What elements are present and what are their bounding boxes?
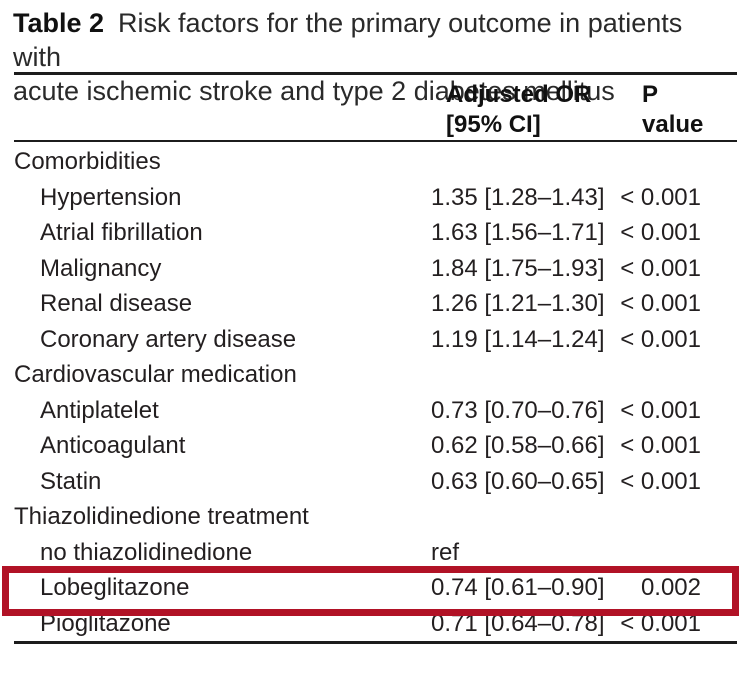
table-row-hypertension: Hypertension 1.35 [1.28–1.43] < 0.001 <box>0 180 743 216</box>
table-row-atrial-fibrillation: Atrial fibrillation 1.63 [1.56–1.71] < 0… <box>0 215 743 251</box>
section-header-cardiovascular-medication: Cardiovascular medication <box>0 357 743 393</box>
row-p-value: < 0.001 <box>620 219 701 246</box>
table-row-renal-disease: Renal disease 1.26 [1.21–1.30] < 0.001 <box>0 286 743 322</box>
table-row-anticoagulant: Anticoagulant 0.62 [0.58–0.66] < 0.001 <box>0 428 743 464</box>
table-row-coronary-artery-disease: Coronary artery disease 1.19 [1.14–1.24]… <box>0 322 743 358</box>
row-p-value: < 0.001 <box>620 609 701 637</box>
row-label: Hypertension <box>40 183 182 211</box>
table-caption: Table 2 Risk factors for the primary outc… <box>13 6 731 108</box>
row-adjusted-or: 0.71 [0.64–0.78] <box>431 609 605 637</box>
table-row-antiplatelet: Antiplatelet 0.73 [0.70–0.76] < 0.001 <box>0 393 743 429</box>
row-label: no thiazolidinedione <box>40 538 253 566</box>
table-row-lobeglitazone: Lobeglitazone 0.74 [0.61–0.90] 0.002 <box>0 570 743 606</box>
row-p-value: < 0.001 <box>620 183 701 211</box>
table-row-malignancy: Malignancy 1.84 [1.75–1.93] < 0.001 <box>0 251 743 287</box>
row-label: Statin <box>40 467 102 495</box>
row-label: Anticoagulant <box>40 432 186 459</box>
section-label: Comorbidities <box>14 148 161 175</box>
row-p-value: < 0.001 <box>620 467 701 495</box>
row-adjusted-or: ref <box>431 538 460 566</box>
row-p-value: 0.002 <box>640 574 701 601</box>
row-p-value: < 0.001 <box>620 432 701 459</box>
row-adjusted-or: 1.35 [1.28–1.43] <box>431 183 605 211</box>
row-p-value: < 0.001 <box>620 396 701 424</box>
row-label: Atrial fibrillation <box>40 219 203 246</box>
row-label: Pioglitazone <box>40 609 171 637</box>
row-label: Coronary artery disease <box>40 325 297 353</box>
table-number-label: Table 2 <box>13 8 105 38</box>
section-header-comorbidities: Comorbidities <box>0 144 743 180</box>
section-label: Cardiovascular medication <box>14 361 297 388</box>
row-adjusted-or: 0.63 [0.60–0.65] <box>431 467 605 495</box>
table-caption-line2: acute ischemic stroke and type 2 diabete… <box>13 76 615 106</box>
row-adjusted-or: 1.26 [1.21–1.30] <box>431 290 605 317</box>
row-p-value: < 0.001 <box>620 290 701 317</box>
table-caption-line1: Risk factors for the primary outcome in … <box>13 8 683 72</box>
row-adjusted-or: 1.84 [1.75–1.93] <box>431 254 605 282</box>
row-label: Renal disease <box>40 290 193 317</box>
table-row-statin: Statin 0.63 [0.60–0.65] < 0.001 <box>0 464 743 500</box>
section-label: Thiazolidinedione treatment <box>14 503 309 530</box>
row-adjusted-or: 0.62 [0.58–0.66] <box>431 432 605 459</box>
rule-top <box>14 72 737 75</box>
row-label: Malignancy <box>40 254 162 282</box>
row-adjusted-or: 0.74 [0.61–0.90] <box>431 574 605 601</box>
row-p-value: < 0.001 <box>620 254 701 282</box>
table-row-no-thiazolidinedione: no thiazolidinedione ref <box>0 535 743 571</box>
column-header-adjusted-or: Adjusted OR [95% CI] <box>446 81 592 138</box>
row-label: Antiplatelet <box>40 396 159 424</box>
section-header-thiazolidinedione-treatment: Thiazolidinedione treatment <box>0 499 743 535</box>
row-adjusted-or: 1.63 [1.56–1.71] <box>431 219 605 246</box>
row-adjusted-or: 0.73 [0.70–0.76] <box>431 396 605 424</box>
row-label: Lobeglitazone <box>40 574 190 601</box>
column-header-p-value: P value <box>642 81 704 138</box>
row-p-value: < 0.001 <box>620 325 701 353</box>
rule-under-header <box>14 140 737 142</box>
row-adjusted-or: 1.19 [1.14–1.24] <box>431 325 605 353</box>
table-body: Comorbidities Hypertension 1.35 [1.28–1.… <box>0 144 743 641</box>
table-row-pioglitazone: Pioglitazone 0.71 [0.64–0.78] < 0.001 <box>0 606 743 642</box>
rule-bottom <box>14 641 737 644</box>
